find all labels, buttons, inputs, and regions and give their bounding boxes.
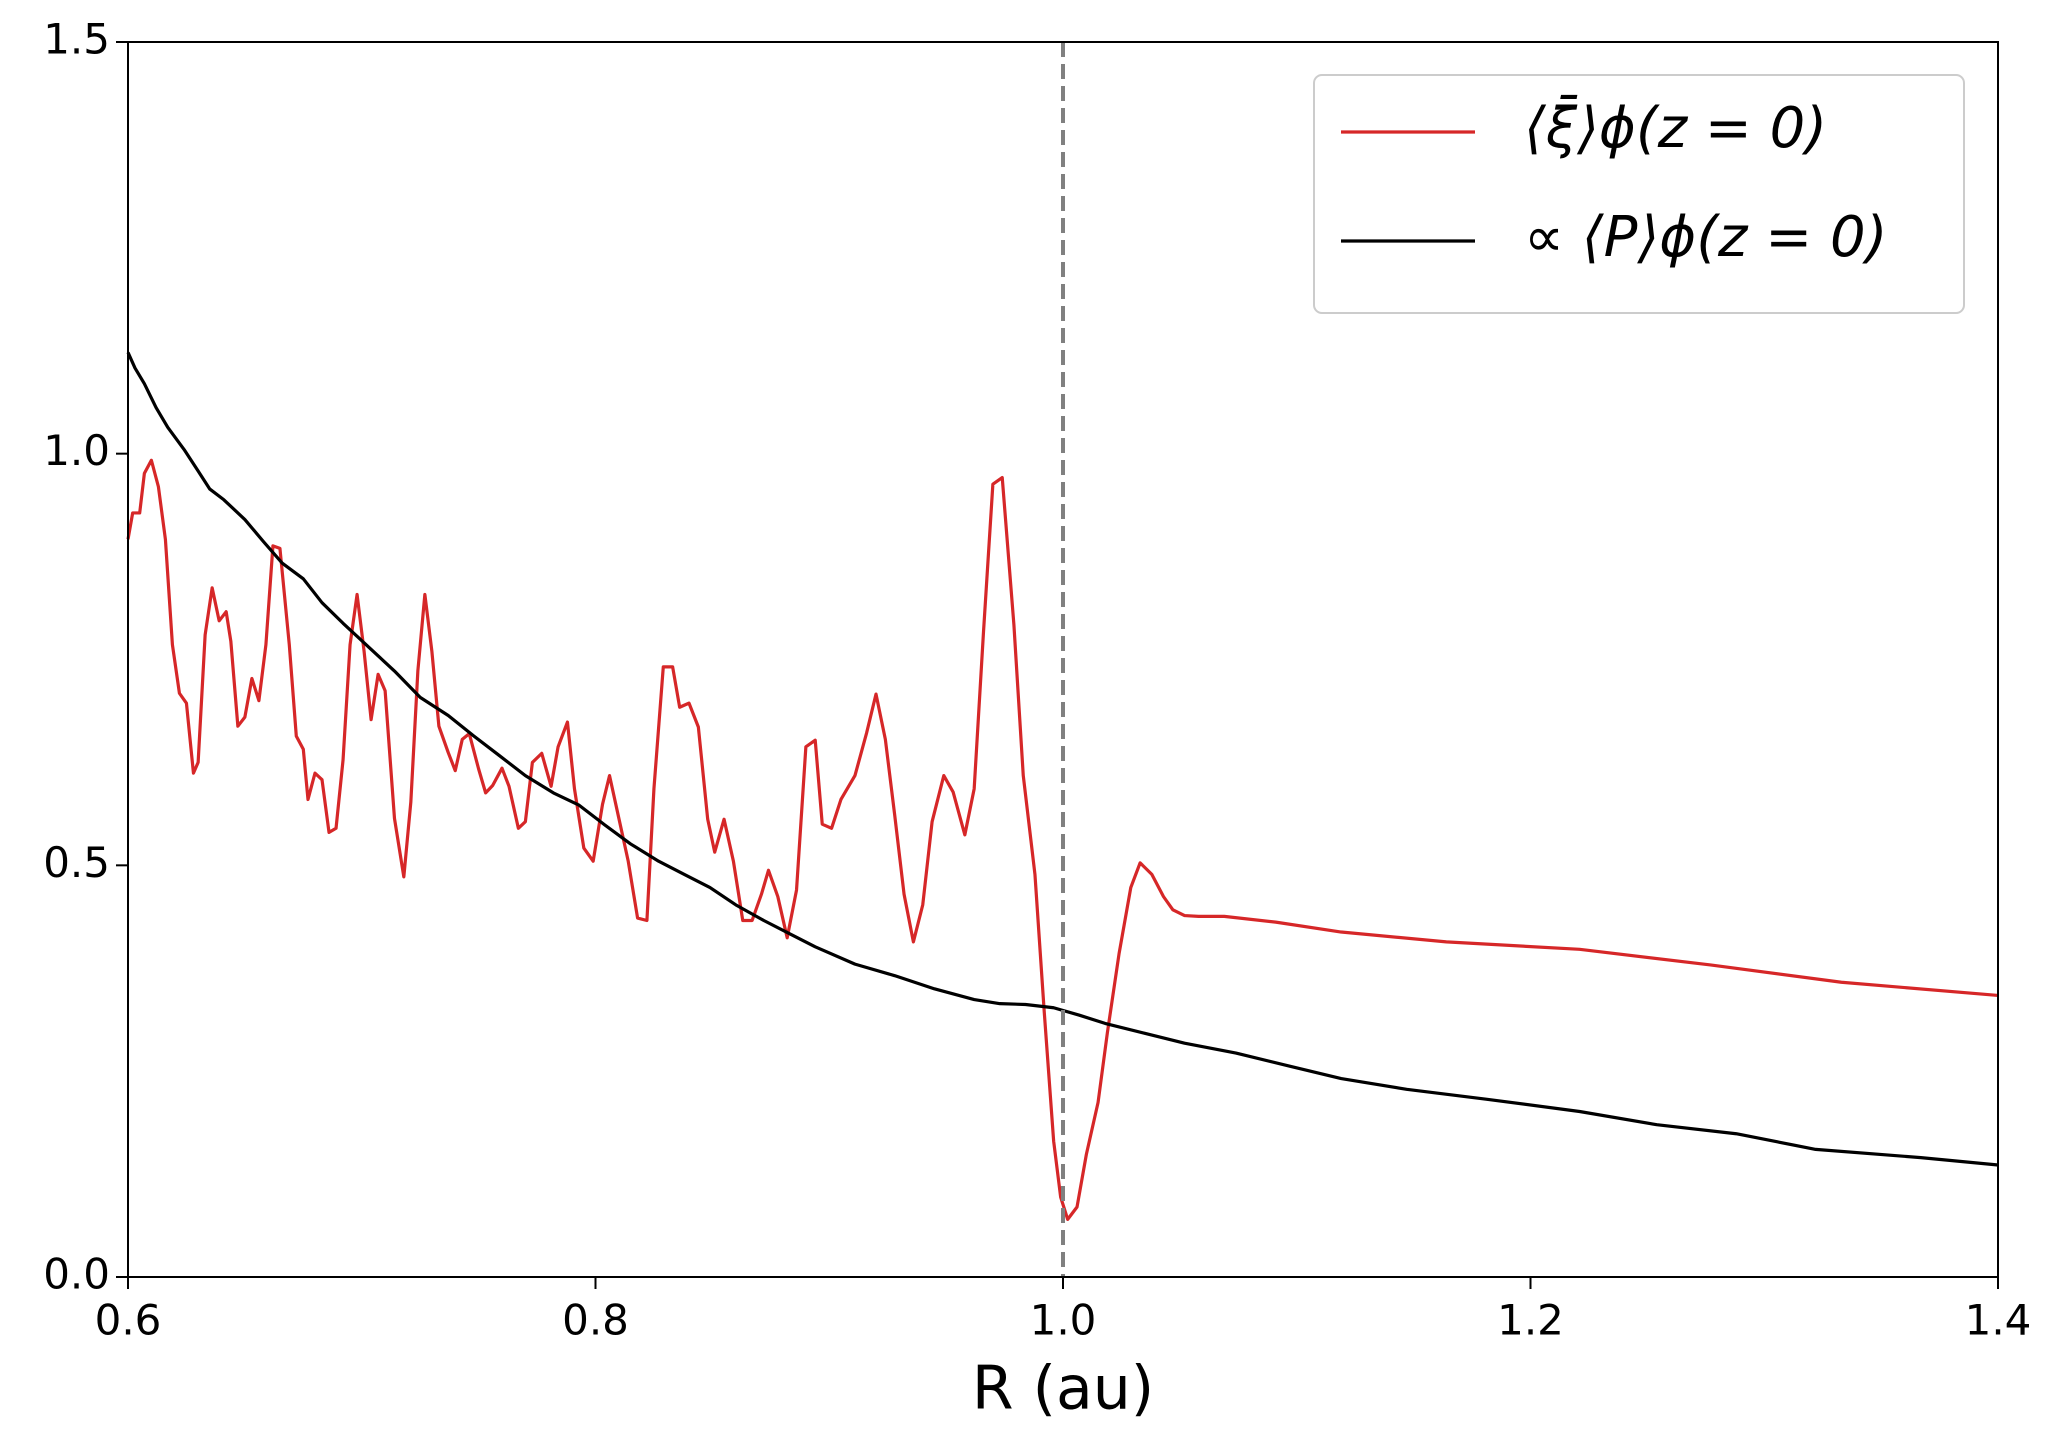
y-tick-label: 1.5 xyxy=(43,15,110,64)
y-tick-label: 1.0 xyxy=(43,426,110,475)
x-axis-label: R (au) xyxy=(972,1354,1154,1424)
x-tick-label: 1.0 xyxy=(1030,1296,1097,1345)
y-tick-label: 0.0 xyxy=(43,1250,110,1299)
x-tick-label: 0.8 xyxy=(562,1296,629,1345)
plot-frame xyxy=(127,41,1999,1278)
x-tick-label: 0.6 xyxy=(95,1296,162,1345)
legend-label: ∝ ⟨P⟩ϕ(z = 0) xyxy=(1524,205,1887,270)
y-tick-label: 0.5 xyxy=(43,838,110,887)
data-line xyxy=(126,351,1999,1167)
legend-box xyxy=(1313,74,1965,314)
legend-label: ⟨ξ̄⟩ϕ(z = 0) xyxy=(1524,96,1827,161)
x-tick-label: 1.2 xyxy=(1497,1296,1564,1345)
x-tick-label: 1.4 xyxy=(1965,1296,2032,1345)
